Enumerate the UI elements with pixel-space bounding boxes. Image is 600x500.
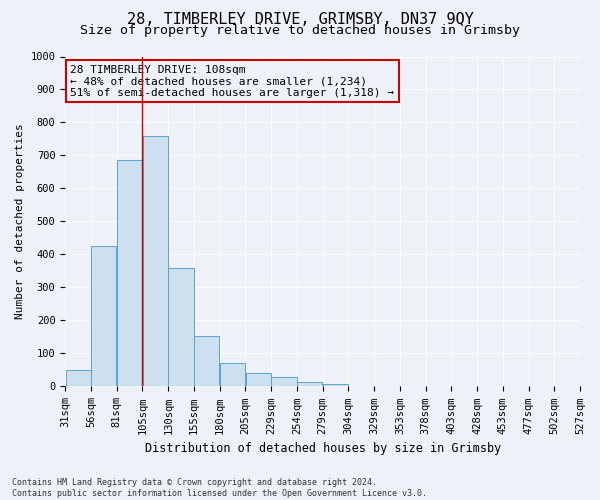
Bar [220,362,245,386]
Text: Contains HM Land Registry data © Crown copyright and database right 2024.
Contai: Contains HM Land Registry data © Crown c… [12,478,427,498]
Bar [194,336,220,386]
Bar [65,370,91,386]
Bar [169,268,194,386]
Text: 28, TIMBERLEY DRIVE, GRIMSBY, DN37 9QY: 28, TIMBERLEY DRIVE, GRIMSBY, DN37 9QY [127,12,473,28]
Bar [91,246,116,386]
Text: Size of property relative to detached houses in Grimsby: Size of property relative to detached ho… [80,24,520,37]
Bar [117,160,142,386]
Bar [297,382,322,386]
Bar [143,136,168,386]
Bar [245,373,271,386]
Bar [323,384,348,386]
Text: 28 TIMBERLEY DRIVE: 108sqm
← 48% of detached houses are smaller (1,234)
51% of s: 28 TIMBERLEY DRIVE: 108sqm ← 48% of deta… [70,64,394,98]
Bar [271,377,296,386]
Y-axis label: Number of detached properties: Number of detached properties [15,124,25,320]
X-axis label: Distribution of detached houses by size in Grimsby: Distribution of detached houses by size … [145,442,501,455]
